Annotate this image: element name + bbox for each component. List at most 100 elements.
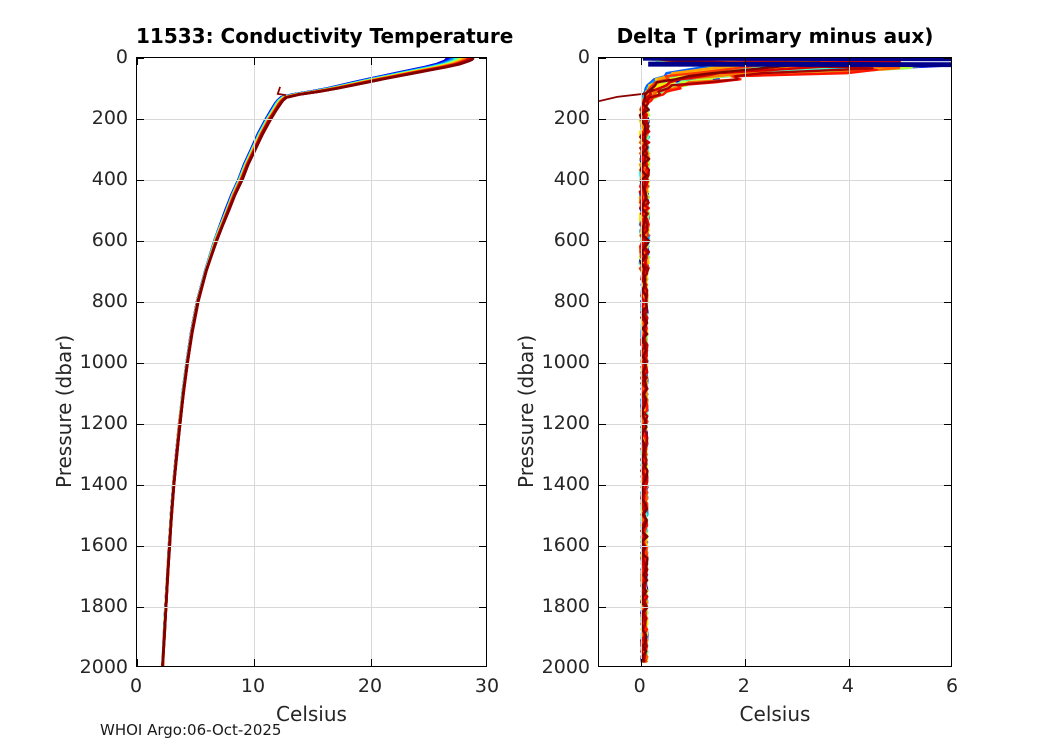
temperature-profile-line — [161, 58, 459, 666]
y-axis-tick — [137, 180, 144, 182]
left-panel-title: 11533: Conductivity Temperature — [136, 24, 514, 48]
anomalous-profile-segment — [276, 86, 287, 96]
temperature-profile-line — [161, 58, 454, 666]
x-axis-tick — [137, 659, 139, 666]
temperature-profile-line — [161, 58, 458, 666]
y-tick-label: 1400 — [79, 473, 128, 495]
delta-t-profile-line — [638, 58, 913, 663]
y-axis-tick — [479, 302, 486, 304]
delta-t-profile-line — [638, 58, 789, 663]
delta-t-profile-line — [639, 58, 737, 663]
temperature-profile-line — [161, 58, 449, 666]
delta-t-profile-line — [638, 58, 901, 663]
y-axis-tick — [479, 607, 486, 609]
delta-t-profile-line — [638, 58, 895, 663]
y-axis-tick — [479, 119, 486, 121]
left-data-curves — [161, 58, 475, 666]
gridline-horizontal — [137, 363, 486, 364]
delta-t-profile-line — [638, 58, 944, 664]
temperature-profile-line — [161, 58, 475, 666]
delta-t-profile-line — [638, 58, 879, 663]
temperature-profile-line — [161, 58, 464, 666]
y-axis-tick — [599, 119, 606, 121]
y-axis-tick — [599, 607, 606, 609]
x-axis-tick — [371, 659, 373, 666]
right-x-axis-label: Celsius — [739, 702, 811, 726]
temperature-profile-line — [161, 58, 449, 666]
y-tick-label: 1400 — [541, 473, 590, 495]
temperature-profile-line — [161, 58, 463, 666]
y-axis-tick — [479, 424, 486, 426]
y-tick-label: 200 — [91, 107, 128, 129]
delta-t-profile-line — [639, 58, 811, 663]
x-axis-tick — [137, 58, 139, 65]
temperature-profile-line — [161, 58, 468, 666]
y-axis-tick — [137, 58, 144, 60]
delta-t-profile-line — [638, 58, 821, 663]
y-tick-label: 1600 — [79, 534, 128, 556]
gridline-horizontal — [599, 546, 951, 547]
x-tick-label: 30 — [474, 675, 500, 697]
gridline-horizontal — [599, 363, 951, 364]
y-tick-label: 1200 — [79, 412, 128, 434]
y-tick-label: 1000 — [541, 351, 590, 373]
y-axis-tick — [479, 485, 486, 487]
delta-t-profile-line — [638, 58, 950, 663]
y-tick-label: 0 — [115, 46, 128, 68]
gridline-horizontal — [599, 119, 951, 120]
left-x-axis-label: Celsius — [276, 702, 347, 726]
delta-t-profile-line — [638, 58, 943, 663]
delta-t-profile-line — [638, 58, 759, 663]
temperature-profile-line — [161, 58, 471, 666]
gridline-horizontal — [137, 241, 486, 242]
y-tick-label: 1600 — [541, 534, 590, 556]
delta-t-profile-line — [638, 58, 810, 664]
x-axis-tick — [848, 58, 851, 65]
delta-t-profile-line — [638, 58, 751, 663]
y-axis-tick — [944, 607, 951, 609]
gridline-horizontal — [137, 302, 486, 303]
gridline-vertical — [371, 58, 372, 666]
temperature-profile-line — [161, 58, 458, 666]
y-tick-label: 1200 — [541, 412, 590, 434]
y-axis-tick — [944, 363, 951, 365]
y-tick-label: 2000 — [79, 656, 128, 678]
y-axis-tick — [944, 302, 951, 304]
temperature-profile-line — [161, 58, 461, 666]
right-panel-title: Delta T (primary minus aux) — [616, 24, 934, 48]
y-axis-tick — [944, 546, 951, 548]
delta-t-profile-line — [638, 58, 904, 663]
x-tick-label: 20 — [357, 675, 383, 697]
gridline-horizontal — [137, 180, 486, 181]
x-axis-tick — [640, 58, 643, 65]
y-axis-tick — [137, 241, 144, 243]
x-tick-label: 4 — [841, 675, 854, 697]
y-axis-tick — [479, 546, 486, 548]
temperature-profile-line — [161, 58, 451, 666]
y-tick-label: 600 — [553, 229, 590, 251]
y-axis-tick — [944, 485, 951, 487]
x-axis-tick — [744, 659, 747, 666]
temperature-profile-line — [161, 58, 456, 666]
gridline-horizontal — [599, 241, 951, 242]
y-axis-tick — [599, 58, 606, 60]
right-plot-area — [599, 58, 951, 666]
delta-t-profile-line — [638, 58, 740, 664]
temperature-profile-line — [161, 58, 451, 666]
y-axis-tick — [599, 241, 606, 243]
y-tick-label: 2000 — [541, 656, 590, 678]
y-axis-tick — [137, 119, 144, 121]
temperature-profile-line — [161, 58, 465, 666]
y-axis-tick — [944, 241, 951, 243]
y-axis-tick — [944, 58, 951, 60]
delta-t-profile-line — [639, 58, 874, 663]
delta-t-envelope-band — [648, 61, 951, 68]
delta-t-profile-line — [639, 58, 864, 663]
y-tick-label: 1000 — [79, 351, 128, 373]
gridline-horizontal — [137, 546, 486, 547]
y-tick-label: 400 — [553, 168, 590, 190]
footer-credit: WHOI Argo:06-Oct-2025 — [100, 721, 282, 739]
delta-t-profile-line — [638, 58, 924, 663]
temperature-profile-line — [161, 58, 473, 666]
